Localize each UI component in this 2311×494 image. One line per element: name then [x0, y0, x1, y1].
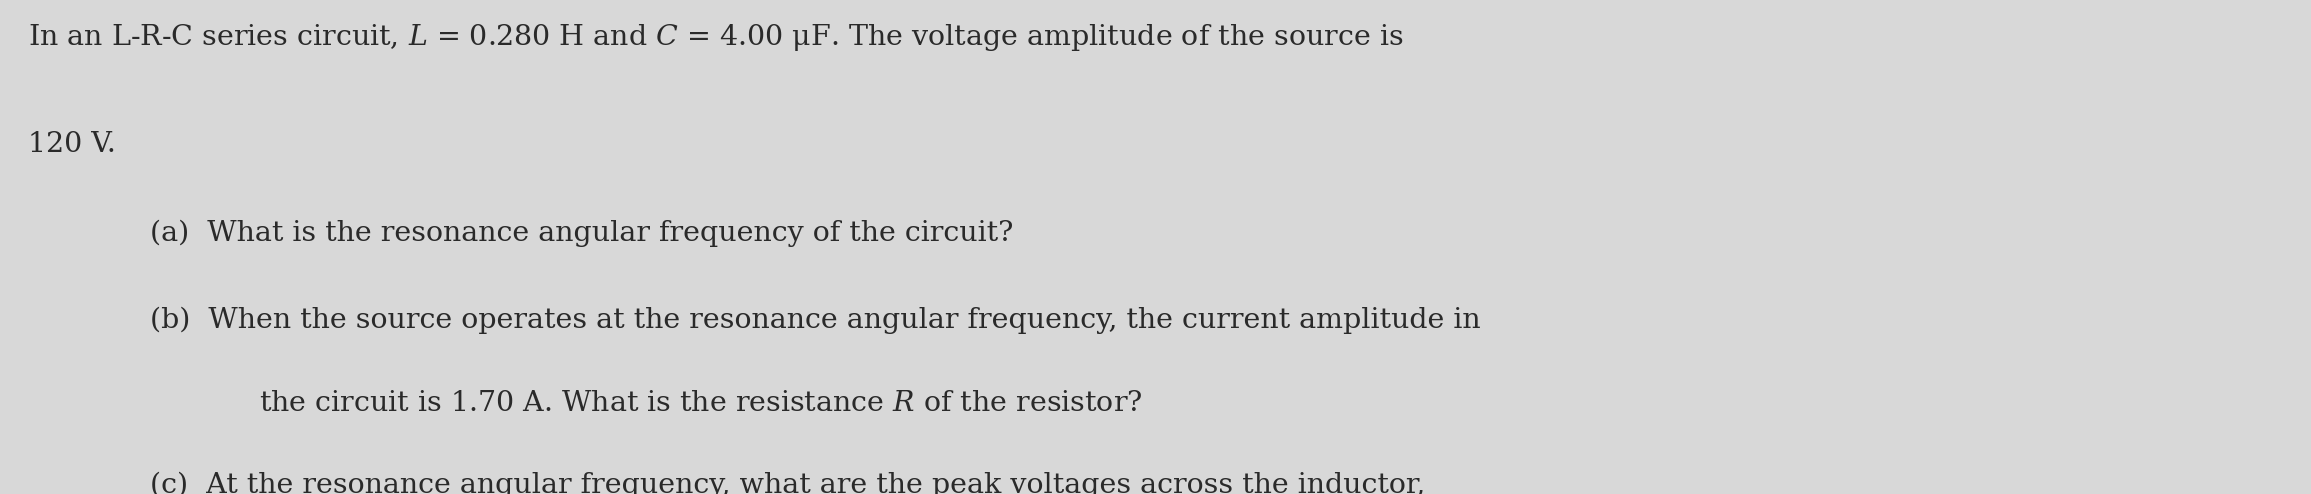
Text: (a)  What is the resonance angular frequency of the circuit?: (a) What is the resonance angular freque… — [150, 220, 1015, 247]
Text: (c)  At the resonance angular frequency, what are the peak voltages across the i: (c) At the resonance angular frequency, … — [150, 472, 1426, 494]
Text: In an L-R-C series circuit, $L$ = 0.280 H and $C$ = 4.00 μF. The voltage amplitu: In an L-R-C series circuit, $L$ = 0.280 … — [28, 22, 1403, 53]
Text: (b)  When the source operates at the resonance angular frequency, the current am: (b) When the source operates at the reso… — [150, 306, 1481, 333]
Text: the circuit is 1.70 A. What is the resistance $R$ of the resistor?: the circuit is 1.70 A. What is the resis… — [259, 390, 1142, 417]
Text: 120 V.: 120 V. — [28, 131, 116, 158]
